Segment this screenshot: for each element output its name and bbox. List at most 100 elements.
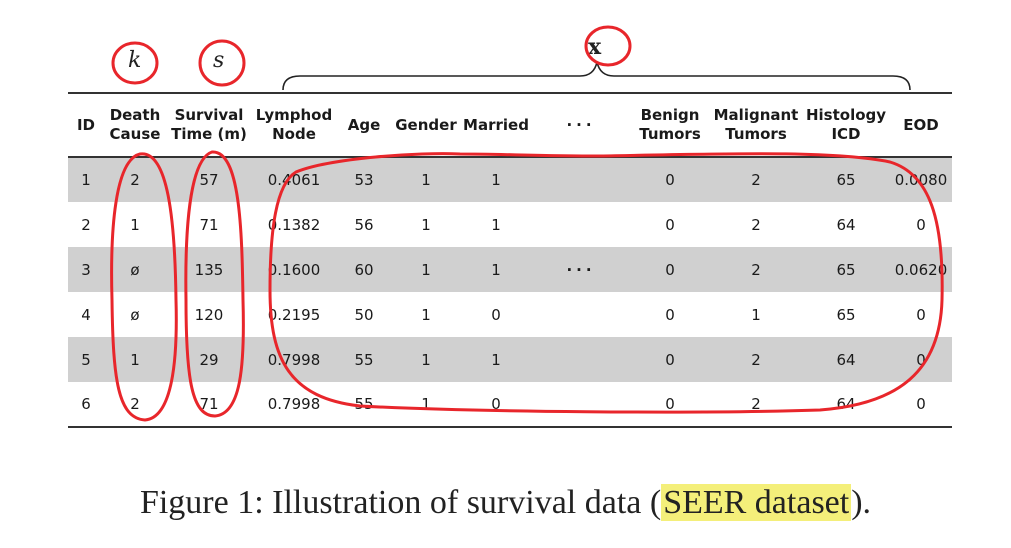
table-cell: 1 [491, 171, 501, 189]
table-cell: 65 [836, 305, 856, 324]
table-cell: 0 [665, 171, 675, 189]
table-cell: ø [130, 305, 140, 324]
table-cell: 57 [199, 171, 219, 189]
table-cell: 0 [916, 395, 926, 413]
column-header: Married [460, 93, 532, 157]
column-header-line: Age [347, 115, 381, 134]
table-cell: ··· [566, 260, 596, 279]
x-brace [282, 61, 911, 91]
column-header-line: Time (m) [171, 125, 247, 143]
table-cell: 5 [81, 350, 91, 369]
caption-prefix: Figure 1: Illustration of survival data … [139, 484, 662, 521]
variable-label-s: s [213, 48, 225, 73]
variable-label-x: x [588, 34, 602, 60]
table-cell: 0.1382 [267, 215, 321, 234]
figure-caption: Figure 1: Illustration of survival data … [0, 484, 1011, 522]
table-cell: 0 [916, 215, 926, 234]
table-cell: 1 [130, 215, 140, 234]
table-cell [532, 157, 630, 202]
table-cell: 120 [194, 305, 224, 324]
column-header-line: Lymphod [255, 106, 333, 124]
column-header-line: ··· [566, 115, 596, 134]
table-header-row: ID Death Cause Survival Time (m) Lymphod Node A… [68, 93, 952, 157]
variable-label-k: k [128, 48, 142, 73]
table-cell: 2 [751, 260, 761, 279]
caption-suffix: ). [851, 484, 872, 521]
table-cell: 0 [665, 350, 675, 369]
column-header-line: EOD [903, 115, 939, 134]
table-cell [532, 382, 630, 427]
table-cell [532, 292, 630, 337]
table-cell: 71 [199, 395, 219, 413]
table-cell: 55 [354, 395, 374, 413]
table-body: 1 2 57 0.4061 53 1 1 0 2 65 0.0080 2 1 71 0.1382 56 1 1 0 2… [68, 157, 952, 427]
column-header-line: Cause [109, 125, 161, 143]
table-cell: 53 [354, 171, 374, 189]
column-header-line: Tumors [639, 125, 701, 143]
table-cell: 1 [421, 215, 431, 234]
table-cell: 1 [421, 260, 431, 279]
table-cell: 2 [81, 215, 91, 234]
table-cell: 1 [491, 350, 501, 369]
table-row: 6 2 71 0.7998 55 1 0 0 2 64 0 [68, 382, 952, 427]
table-cell: 4 [81, 305, 91, 324]
table-cell: 1 [751, 305, 761, 324]
table-cell: 55 [354, 350, 374, 369]
column-header-line: Death [109, 106, 161, 124]
column-header-line: Benign [640, 106, 700, 124]
table-cell: 50 [354, 305, 374, 324]
column-header-line: ICD [831, 125, 861, 143]
column-header: Gender [392, 93, 460, 157]
table-cell: 0 [665, 305, 675, 324]
column-header: Survival Time (m) [166, 93, 252, 157]
table-cell: 0 [916, 305, 926, 324]
table-cell: 64 [836, 395, 856, 413]
table-cell: 2 [751, 395, 761, 413]
table-cell: 1 [421, 171, 431, 189]
table-cell: 0 [665, 260, 675, 279]
column-header: Age [336, 93, 392, 157]
table-cell: 1 [421, 305, 431, 324]
table-cell: 2 [130, 395, 140, 413]
column-header-line: Node [272, 125, 316, 143]
table-cell: 71 [199, 215, 219, 234]
table-cell: 29 [199, 350, 219, 369]
table-cell: 0.2195 [267, 305, 321, 324]
table-cell: 3 [81, 260, 91, 279]
table-row: 1 2 57 0.4061 53 1 1 0 2 65 0.0080 [68, 157, 952, 202]
table-cell: ø [130, 260, 140, 279]
table-cell: 0.7998 [267, 395, 321, 413]
table-cell: 0.1600 [267, 260, 321, 279]
table-cell: 0 [491, 305, 501, 324]
column-header: Benign Tumors [630, 93, 710, 157]
table-cell: 0.7998 [267, 350, 321, 369]
table-cell: 2 [751, 350, 761, 369]
column-header-line: Gender [395, 115, 457, 134]
survival-data-table: ID Death Cause Survival Time (m) Lymphod Node A… [68, 92, 952, 428]
column-header: EOD [890, 93, 952, 157]
table-cell: 2 [751, 171, 761, 189]
table-cell: 0.4061 [267, 171, 321, 189]
column-header: Malignant Tumors [710, 93, 802, 157]
column-header: ID [68, 93, 104, 157]
table-cell: 1 [81, 171, 91, 189]
table-cell: 0 [665, 215, 675, 234]
column-header-line: Histology [805, 106, 887, 124]
table-row: 3 ø 135 0.1600 60 1 1 ··· 0 2 65 0.0620 [68, 247, 952, 292]
table-row: 5 1 29 0.7998 55 1 1 0 2 64 0 [68, 337, 952, 382]
table-cell: 2 [130, 171, 140, 189]
table-cell: 135 [194, 260, 224, 279]
table-cell: 64 [836, 215, 856, 234]
table-cell: 64 [836, 350, 856, 369]
table-cell: 6 [81, 395, 91, 413]
table-cell: 0.0080 [894, 171, 948, 189]
column-header-line: Married [463, 115, 529, 134]
column-header-line: Survival [174, 106, 244, 124]
column-header: ··· [532, 93, 630, 157]
table-cell: 65 [836, 260, 856, 279]
table-row: 4 ø 120 0.2195 50 1 0 0 1 65 0 [68, 292, 952, 337]
table-cell: 1 [421, 350, 431, 369]
column-header-line: Tumors [725, 125, 787, 143]
table-cell: 56 [354, 215, 374, 234]
